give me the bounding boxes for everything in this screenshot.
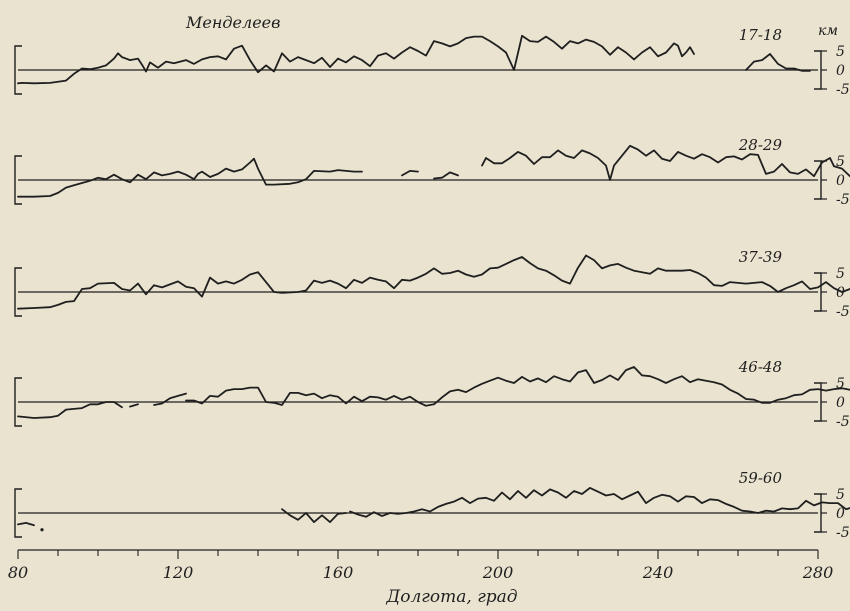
left-bracket [14,155,22,205]
y-tick-label: 5 [836,487,845,503]
y-tick-label: 5 [836,266,845,282]
panel-17-18: 5 0 -5 17-18 [14,26,850,98]
series-line [745,53,811,72]
left-bracket [14,45,22,95]
x-tick-label: 80 [8,563,28,582]
series-line [17,157,363,198]
x-tick-label: 120 [163,563,194,582]
y-tick-label: 0 [836,173,845,189]
profile-label: 46-48 [738,358,782,376]
x-axis-label: Долгота, град [385,587,517,607]
x-tick-label: 160 [323,563,354,582]
y-tick-label: 5 [836,44,845,60]
panel-28-29: 5 0 -5 28-29 [14,136,850,208]
series-line [481,144,850,181]
y-tick-label: -5 [836,82,850,98]
left-bracket [14,267,22,317]
series-line [17,254,850,310]
y-tick-label: -5 [836,304,850,320]
y-tick-label: 5 [836,154,845,170]
y-tick-label: 5 [836,376,845,392]
series-line [17,401,123,419]
chart-title: Менделеев [185,13,280,32]
panel-46-48: 5 0 -5 46-48 [14,358,850,430]
series-line [129,403,139,408]
y-tick-label: -5 [836,192,850,208]
series-line [349,486,850,518]
left-bracket [14,488,22,538]
y-tick-label: -5 [836,525,850,541]
series-line [17,522,35,527]
y-unit-label: км [818,23,838,39]
series-line [401,169,419,177]
x-tick-label: 200 [482,563,514,582]
profile-label: 28-29 [738,136,783,154]
x-tick-label: 240 [642,563,674,582]
profile-label: 17-18 [739,26,782,44]
y-tick-label: 0 [836,285,845,301]
panels-layer: 5 0 -5 17-18 5 0 -5 28-29 5 0 -5 37-39 5 0 -5 46-48 5 0 -5… [14,26,850,541]
series-line [281,508,347,523]
series-point [40,528,44,532]
y-tick-label: 0 [836,63,845,79]
series-line [433,171,459,180]
panel-59-60: 5 0 -5 59-60 [14,469,850,541]
y-tick-label: 0 [836,395,845,411]
series-line [17,34,695,85]
y-tick-label: -5 [836,414,850,430]
series-line [153,392,187,406]
series-line [185,366,850,407]
y-tick-label: 0 [836,506,845,522]
left-bracket [14,377,22,427]
x-axis: 80 120 160 200 240 280 [8,549,834,582]
profile-label: 37-39 [739,248,783,266]
profile-label: 59-60 [739,469,783,487]
x-tick-label: 280 [802,563,834,582]
panel-37-39: 5 0 -5 37-39 [14,248,850,320]
